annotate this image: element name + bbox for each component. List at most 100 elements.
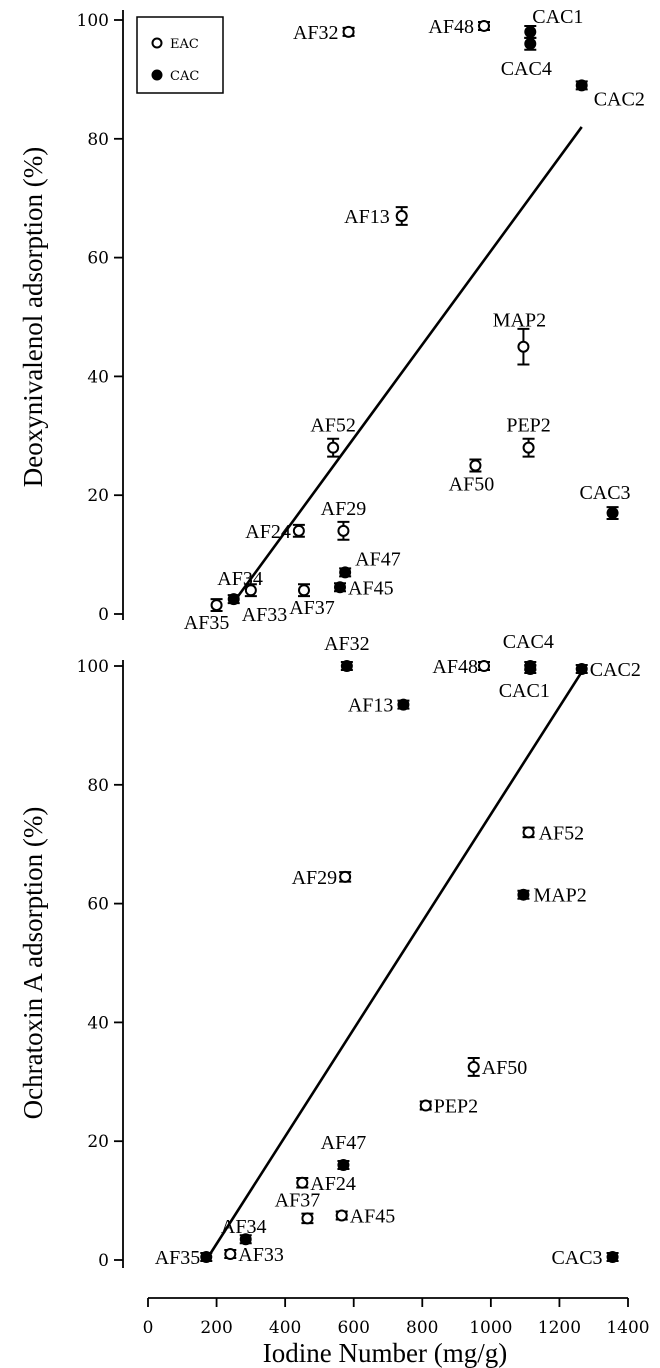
point-label-af34: AF34	[217, 568, 263, 590]
point-label-cac4: CAC4	[501, 58, 552, 80]
eac-point-af45	[335, 1209, 348, 1222]
point-label-af48: AF48	[428, 16, 474, 38]
x-tick-label: 600	[337, 1318, 369, 1338]
eac-point-af34	[244, 584, 257, 597]
y-tick-label-top: 20	[87, 486, 109, 506]
eac-point-af29	[337, 524, 350, 537]
cac-point-af47	[337, 1158, 350, 1171]
cac-point-af13	[397, 698, 410, 711]
point-label-af52: AF52	[539, 822, 585, 844]
legend-label-eac: EAC	[170, 37, 199, 52]
y-tick-label-bottom: 20	[87, 1132, 109, 1152]
point-label-af50: AF50	[482, 1057, 528, 1079]
legend-marker-eac	[151, 37, 163, 49]
y-tick-label-bottom: 60	[87, 895, 109, 915]
eac-point-af33	[224, 1248, 237, 1261]
eac-point-af48	[478, 19, 490, 32]
eac-point-af24	[292, 524, 305, 537]
point-label-cac1: CAC1	[532, 6, 583, 28]
eac-point-af50	[469, 459, 482, 472]
point-label-af29: AF29	[292, 867, 338, 889]
point-label-af45: AF45	[348, 577, 394, 599]
eac-point-af52	[522, 826, 535, 839]
regression-line-top	[232, 126, 583, 603]
point-label-af32: AF32	[293, 22, 339, 44]
point-label-af34: AF34	[221, 1216, 267, 1238]
point-label-af24: AF24	[310, 1173, 356, 1195]
eac-point-af24	[296, 1176, 309, 1189]
regression-line-bottom	[205, 671, 583, 1261]
legend-marker-cac	[151, 69, 163, 81]
point-label-af13: AF13	[348, 695, 394, 717]
eac-point-af52	[327, 441, 340, 454]
cac-point-cac3	[606, 507, 619, 520]
y-tick-label-top: 100	[77, 11, 109, 31]
x-tick-label: 800	[406, 1318, 438, 1338]
point-label-af47: AF47	[355, 548, 401, 570]
point-label-cac1: CAC1	[499, 680, 550, 702]
point-label-pep2: PEP2	[506, 415, 550, 437]
point-label-af33: AF33	[238, 1244, 284, 1266]
cac-point-af35	[200, 1251, 213, 1264]
point-label-af32: AF32	[324, 633, 370, 655]
y-tick-label-bottom: 0	[98, 1251, 109, 1271]
y-tick-label-bottom: 80	[87, 776, 109, 796]
cac-point-af47	[339, 566, 352, 579]
eac-point-af37	[298, 584, 310, 597]
y-tick-label-top: 0	[98, 605, 109, 625]
eac-point-af13	[395, 210, 408, 223]
point-label-af52: AF52	[310, 415, 356, 437]
point-label-cac4: CAC4	[503, 631, 554, 653]
point-label-af33: AF33	[242, 604, 288, 626]
point-label-cac3: CAC3	[579, 482, 630, 504]
point-label-af13: AF13	[344, 206, 390, 228]
cac-point-cac2	[575, 79, 588, 92]
y-tick-label-bottom: 40	[87, 1013, 109, 1033]
cac-point-af34	[239, 1233, 252, 1246]
point-label-cac2: CAC2	[594, 88, 645, 110]
point-label-af45: AF45	[350, 1205, 396, 1227]
point-label-af35: AF35	[184, 612, 230, 634]
point-label-map2: MAP2	[533, 885, 586, 907]
eac-point-pep2	[419, 1099, 432, 1112]
eac-point-af29	[339, 870, 352, 883]
bottom-panel: 0 20 40 60 80 100 Ochratoxin A adsorption (%) 0…	[18, 631, 650, 1368]
y-tick-label-top: 60	[87, 249, 109, 269]
point-label-af37: AF37	[275, 1189, 321, 1211]
point-label-af35: AF35	[155, 1247, 201, 1269]
point-label-af29: AF29	[321, 498, 367, 520]
legend-label-cac: CAC	[170, 69, 199, 84]
cac-point-map2	[517, 888, 530, 901]
eac-point-af32	[342, 25, 355, 38]
eac-point-pep2	[522, 441, 535, 454]
point-label-af48: AF48	[432, 656, 478, 678]
point-label-pep2: PEP2	[434, 1096, 478, 1118]
eac-point-map2	[517, 340, 530, 353]
point-label-cac2: CAC2	[590, 659, 641, 681]
cac-point-af32	[340, 660, 353, 672]
x-tick-label: 1000	[469, 1318, 512, 1338]
x-axis-title: Iodine Number (mg/g)	[263, 1338, 507, 1368]
point-label-cac3: CAC3	[551, 1247, 602, 1269]
y-axis-title-top: Deoxynivalenol adsorption (%)	[18, 147, 48, 487]
top-panel: 0 20 40 60 80 100 Deoxynivalenol adsorption (%…	[18, 6, 645, 634]
x-tick-label: 0	[143, 1318, 154, 1338]
cac-point-af45	[334, 581, 346, 594]
point-label-af37: AF37	[289, 597, 335, 619]
eac-point-af37	[301, 1212, 314, 1225]
point-label-af47: AF47	[321, 1132, 367, 1154]
x-tick-label: 400	[269, 1318, 301, 1338]
cac-point-cac3	[606, 1251, 619, 1264]
cac-point-af33	[227, 593, 240, 606]
point-label-af50: AF50	[449, 474, 495, 496]
x-tick-label: 1400	[606, 1318, 649, 1338]
legend-box	[136, 16, 224, 94]
cac-point-cac1	[524, 25, 537, 38]
cac-point-cac4	[524, 37, 537, 50]
eac-point-af50	[467, 1060, 480, 1073]
point-label-map2: MAP2	[493, 310, 546, 332]
cac-point-cac1	[524, 662, 537, 675]
eac-point-af35	[210, 599, 223, 612]
